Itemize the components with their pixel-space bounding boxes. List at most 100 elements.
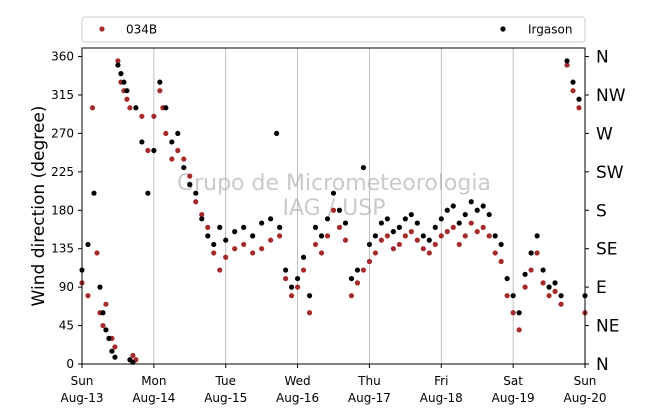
point-034B [157,88,163,94]
point-034B [492,250,498,256]
point-034B [504,293,510,299]
plot-frame [81,47,586,365]
point-Irgason [151,147,157,154]
point-Irgason [109,348,115,354]
point-Irgason [438,216,444,222]
point-034B [408,229,414,235]
point-034B [462,233,468,239]
x-tick-day-label: Sun [71,374,94,388]
point-Irgason [360,164,367,171]
x-tick-date-label: Aug-17 [348,391,391,405]
point-034B [145,147,151,154]
point-034B [300,267,307,273]
point-034B [175,147,181,154]
point-034B [241,241,247,248]
point-Irgason [402,216,408,222]
point-034B [193,199,199,205]
point-034B [420,246,426,252]
x-tick-date-label: Aug-14 [132,391,175,405]
point-Irgason [450,203,456,209]
point-Irgason [570,79,576,85]
point-Irgason [414,220,420,226]
point-034B [402,233,408,239]
legend-marker-034B [99,26,105,32]
point-034B [277,233,283,239]
point-034B [89,105,96,111]
point-Irgason [396,224,402,230]
point-Irgason [205,233,211,239]
point-034B [169,156,175,162]
compass-label: N [596,355,609,375]
point-034B [268,237,274,243]
x-tick-date-label: Aug-15 [204,391,247,405]
point-Irgason [259,220,265,226]
point-034B [318,250,325,256]
point-Irgason [372,233,379,239]
point-034B [85,293,91,299]
point-034B [127,105,133,111]
point-034B [480,224,486,230]
series-034B [79,58,588,363]
point-Irgason [516,310,522,316]
point-Irgason [193,190,199,196]
point-Irgason [139,139,145,145]
point-Irgason [85,241,91,248]
point-034B [372,250,379,256]
point-Irgason [432,224,438,230]
point-034B [336,224,343,230]
point-Irgason [330,190,337,196]
point-034B [151,113,157,119]
point-Irgason [462,211,468,218]
point-034B [540,280,546,286]
x-tick-date-label: Aug-20 [563,391,606,405]
point-034B [163,130,169,137]
point-034B [570,88,576,94]
point-Irgason [268,216,274,222]
point-034B [348,293,355,299]
y-tick-label: 45 [59,319,74,333]
y-tick-label: 135 [51,242,74,256]
point-Irgason [348,275,355,282]
point-034B [103,301,109,307]
point-034B [100,322,106,329]
point-Irgason [510,293,516,299]
point-Irgason [187,182,193,188]
point-Irgason [241,224,247,230]
point-034B [330,207,337,213]
point-Irgason [480,203,486,209]
point-Irgason [163,105,169,111]
point-Irgason [342,220,349,226]
point-034B [139,113,145,119]
y-tick-label: 360 [51,50,74,64]
point-Irgason [250,233,256,239]
y-tick-label: 0 [66,357,74,371]
point-034B [324,233,331,239]
y-tick-label: 225 [51,165,74,179]
point-034B [112,344,118,350]
point-Irgason [312,224,319,230]
x-tick-day-label: Mon [141,374,166,388]
point-034B [288,293,295,299]
point-Irgason [564,58,570,64]
point-Irgason [558,293,564,299]
point-Irgason [408,211,414,218]
point-Irgason [354,267,361,273]
point-034B [205,224,211,230]
point-034B [564,62,570,68]
point-Irgason [223,237,229,243]
point-Irgason [274,130,280,137]
point-Irgason [456,220,462,226]
point-Irgason [306,293,313,299]
point-034B [528,267,534,273]
point-034B [534,250,540,256]
point-034B [294,284,301,290]
y-tick-label: 270 [51,126,74,140]
point-Irgason [468,199,474,205]
point-Irgason [576,96,582,102]
point-Irgason [232,229,238,235]
y-axis-title: Wind direction (degree) [29,106,49,307]
point-Irgason [552,280,558,286]
x-tick-day-label: Tue [214,374,236,388]
point-Irgason [336,207,343,213]
